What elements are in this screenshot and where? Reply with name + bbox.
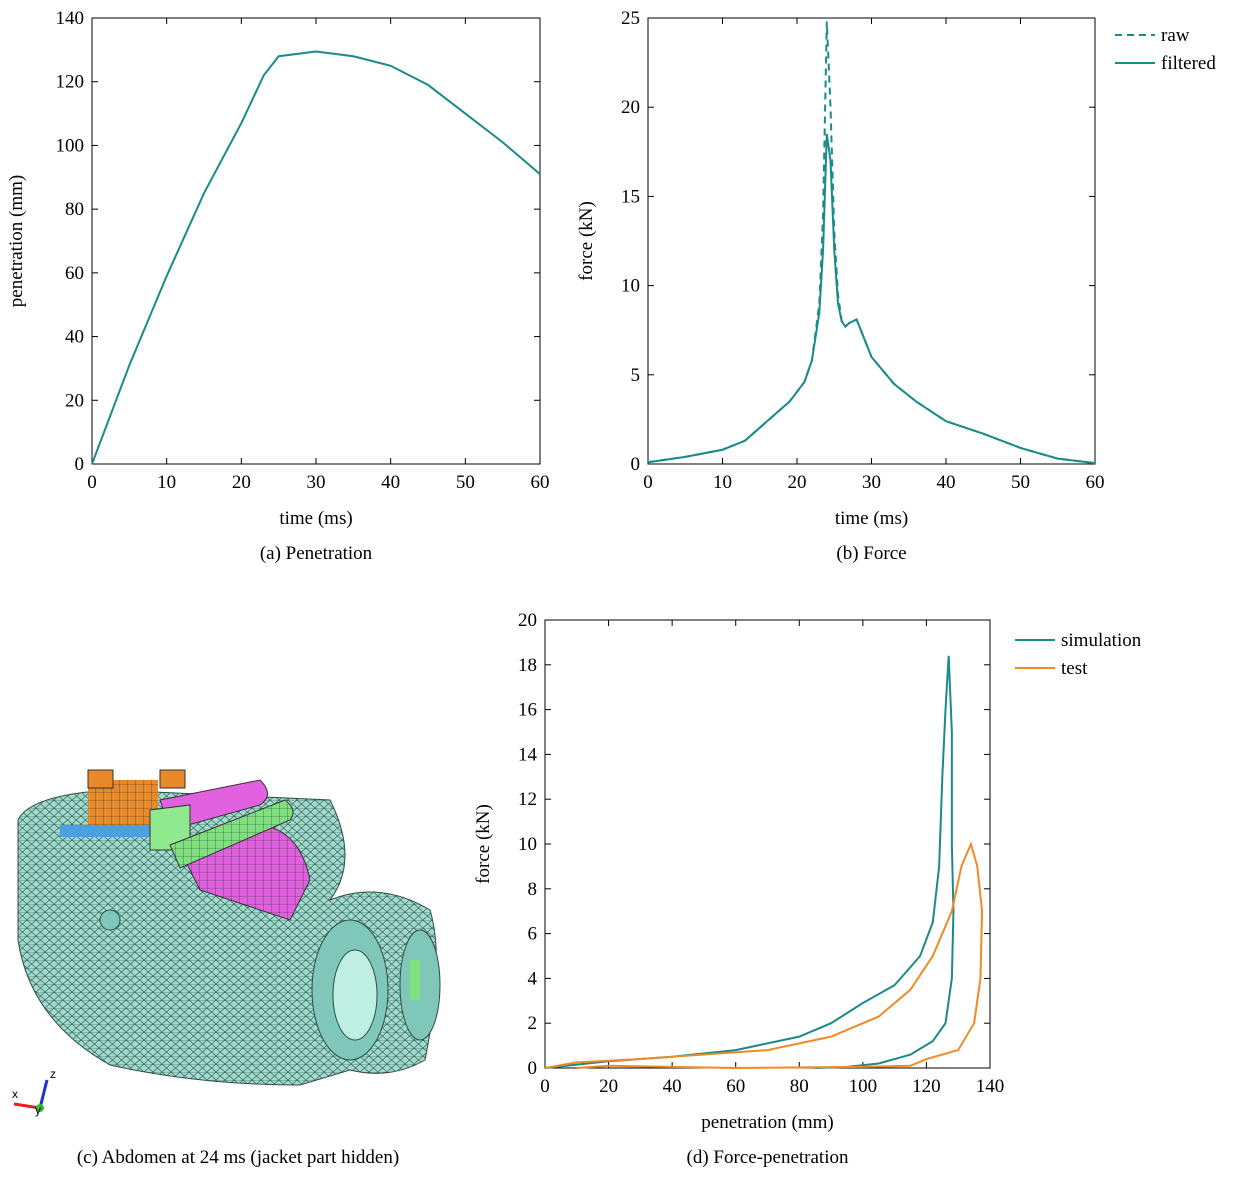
- x-tick-label: 20: [599, 1076, 618, 1097]
- caption: (a) Penetration: [260, 543, 373, 564]
- abdomen-render: x y z: [12, 769, 441, 1117]
- y-tick-label: 60: [65, 263, 84, 284]
- x-tick-label: 40: [663, 1076, 682, 1097]
- y-tick-label: 10: [518, 834, 537, 855]
- y-tick-label: 40: [65, 327, 84, 348]
- y-axis-label: force (kN): [576, 201, 597, 281]
- x-tick-label: 50: [456, 472, 475, 493]
- x-tick-label: 40: [937, 472, 956, 493]
- x-tick-label: 0: [540, 1076, 550, 1097]
- legend-label: raw: [1161, 25, 1190, 46]
- x-tick-label: 40: [381, 472, 400, 493]
- plot-frame: [91, 17, 541, 465]
- x-tick-label: 50: [1011, 472, 1030, 493]
- y-tick-label: 0: [528, 1058, 538, 1079]
- y-tick-label: 20: [518, 610, 537, 631]
- caption: (d) Force-penetration: [687, 1147, 849, 1168]
- y-tick-label: 16: [518, 700, 537, 721]
- data-line: [647, 133, 1096, 465]
- x-tick-label: 120: [912, 1076, 941, 1097]
- y-tick-label: 12: [518, 789, 537, 810]
- legend-label: filtered: [1161, 53, 1216, 74]
- x-tick-label: 0: [87, 472, 97, 493]
- x-tick-label: 10: [157, 472, 176, 493]
- y-tick-label: 18: [518, 655, 537, 676]
- x-tick-label: 20: [788, 472, 807, 493]
- y-tick-label: 20: [621, 97, 640, 118]
- x-axis-label: time (ms): [279, 508, 352, 529]
- y-tick-label: 25: [621, 8, 640, 29]
- x-tick-label: 0: [643, 472, 653, 493]
- y-axis-label: penetration (mm): [6, 175, 27, 307]
- y-tick-label: 0: [631, 454, 641, 475]
- legend-label: simulation: [1061, 630, 1142, 651]
- x-tick-label: 10: [713, 472, 732, 493]
- plot-frame: [544, 619, 991, 1069]
- y-tick-label: 120: [56, 72, 85, 93]
- axis-letter: z: [50, 1067, 56, 1081]
- axis-letter: y: [35, 1103, 41, 1117]
- y-tick-label: 0: [75, 454, 85, 475]
- y-tick-label: 100: [56, 135, 85, 156]
- caption: (b) Force: [836, 543, 906, 564]
- x-tick-label: 80: [790, 1076, 809, 1097]
- y-tick-label: 14: [518, 744, 538, 765]
- x-tick-label: 30: [307, 472, 326, 493]
- x-tick-label: 20: [232, 472, 251, 493]
- y-tick-label: 80: [65, 199, 84, 220]
- y-tick-label: 2: [528, 1013, 538, 1034]
- data-line: [544, 655, 955, 1069]
- y-tick-label: 6: [528, 924, 538, 945]
- x-tick-label: 100: [849, 1076, 878, 1097]
- data-line: [647, 21, 1096, 465]
- plot-frame: [647, 17, 1096, 465]
- y-tick-label: 140: [56, 8, 85, 29]
- x-tick-label: 60: [1086, 472, 1105, 493]
- x-tick-label: 140: [976, 1076, 1005, 1097]
- data-line: [544, 841, 984, 1070]
- x-tick-label: 60: [726, 1076, 745, 1097]
- x-axis-label: time (ms): [835, 508, 908, 529]
- x-axis-label: penetration (mm): [701, 1112, 833, 1133]
- data-line: [91, 50, 541, 465]
- axis-letter: x: [12, 1087, 18, 1101]
- y-tick-label: 15: [621, 186, 640, 207]
- y-tick-label: 5: [631, 365, 641, 386]
- x-tick-label: 60: [531, 472, 550, 493]
- y-tick-label: 4: [528, 968, 538, 989]
- y-tick-label: 20: [65, 390, 84, 411]
- x-tick-label: 30: [862, 472, 881, 493]
- y-tick-label: 8: [528, 879, 538, 900]
- y-axis-label: force (kN): [473, 804, 494, 884]
- y-tick-label: 10: [621, 276, 640, 297]
- caption: (c) Abdomen at 24 ms (jacket part hidden…: [77, 1147, 399, 1168]
- legend-label: test: [1061, 658, 1088, 679]
